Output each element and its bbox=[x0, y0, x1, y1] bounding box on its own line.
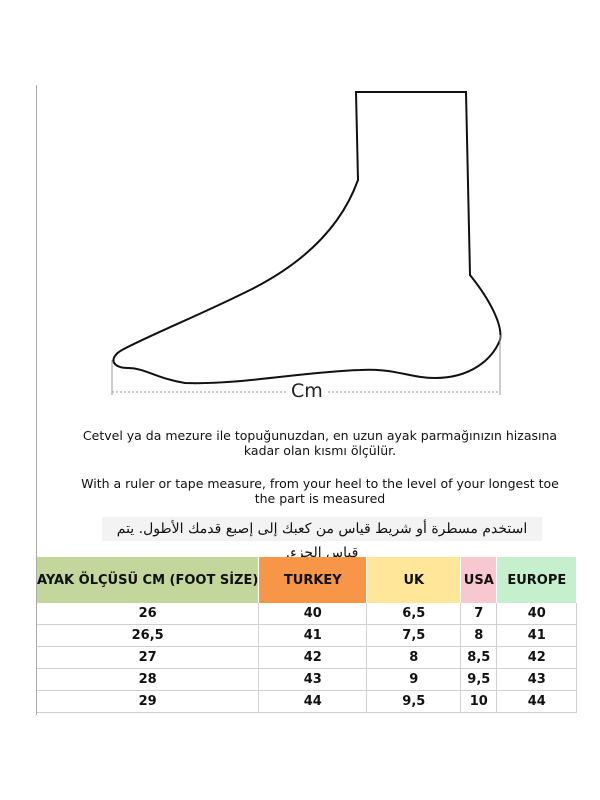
foot-outline bbox=[112, 91, 502, 385]
table-cell: 29 bbox=[37, 690, 260, 713]
table-cell: 9,5 bbox=[460, 668, 498, 691]
table-cell: 26 bbox=[37, 603, 260, 625]
table-cell: 10 bbox=[460, 690, 498, 713]
table-row: 28 43 9 9,5 43 bbox=[37, 668, 578, 691]
table-cell: 42 bbox=[258, 646, 368, 669]
table-cell: 41 bbox=[496, 624, 578, 647]
table-cell: 41 bbox=[258, 624, 368, 647]
table-row: 29 44 9,5 10 44 bbox=[37, 690, 578, 713]
column-header: UK bbox=[366, 557, 462, 603]
table-cell: 8,5 bbox=[460, 646, 498, 669]
table-cell: 42 bbox=[496, 646, 578, 669]
column-header: EUROPE bbox=[496, 557, 578, 603]
measure-label: Cm bbox=[288, 380, 326, 402]
table-cell: 8 bbox=[366, 646, 462, 669]
table-cell: 43 bbox=[496, 668, 578, 691]
column-header: TURKEY bbox=[258, 557, 368, 603]
table-cell: 7,5 bbox=[366, 624, 462, 647]
table-row: 26 40 6,5 7 40 bbox=[37, 603, 578, 625]
table-cell: 27 bbox=[37, 646, 260, 669]
table-cell: 40 bbox=[496, 603, 578, 625]
column-header: USA bbox=[460, 557, 498, 603]
table-cell: 44 bbox=[258, 690, 368, 713]
table-cell: 43 bbox=[258, 668, 368, 691]
table-cell: 9 bbox=[366, 668, 462, 691]
left-border-line bbox=[36, 85, 37, 715]
table-cell: 26,5 bbox=[37, 624, 260, 647]
table-cell: 9,5 bbox=[366, 690, 462, 713]
table-row: 27 42 8 8,5 42 bbox=[37, 646, 578, 669]
table-cell: 6,5 bbox=[366, 603, 462, 625]
table-cell: 28 bbox=[37, 668, 260, 691]
table-cell: 44 bbox=[496, 690, 578, 713]
column-header: AYAK ÖLÇÜSÜ CM (FOOT SİZE) bbox=[37, 557, 260, 603]
table-cell: 40 bbox=[258, 603, 368, 625]
table-row: 26,5 41 7,5 8 41 bbox=[37, 624, 578, 647]
instruction-english: With a ruler or tape measure, from your … bbox=[81, 476, 559, 506]
instruction-arabic: استخدم مسطرة أو شريط قياس من كعبك إلى إص… bbox=[102, 517, 542, 561]
size-chart-table: AYAK ÖLÇÜSÜ CM (FOOT SİZE) TURKEY UK USA EUR… bbox=[37, 557, 578, 713]
table-cell: 7 bbox=[460, 603, 498, 625]
foot-outline-diagram bbox=[111, 91, 502, 395]
instruction-turkish: Cetvel ya da mezure ile topuğunuzdan, en… bbox=[82, 428, 558, 458]
table-cell: 8 bbox=[460, 624, 498, 647]
